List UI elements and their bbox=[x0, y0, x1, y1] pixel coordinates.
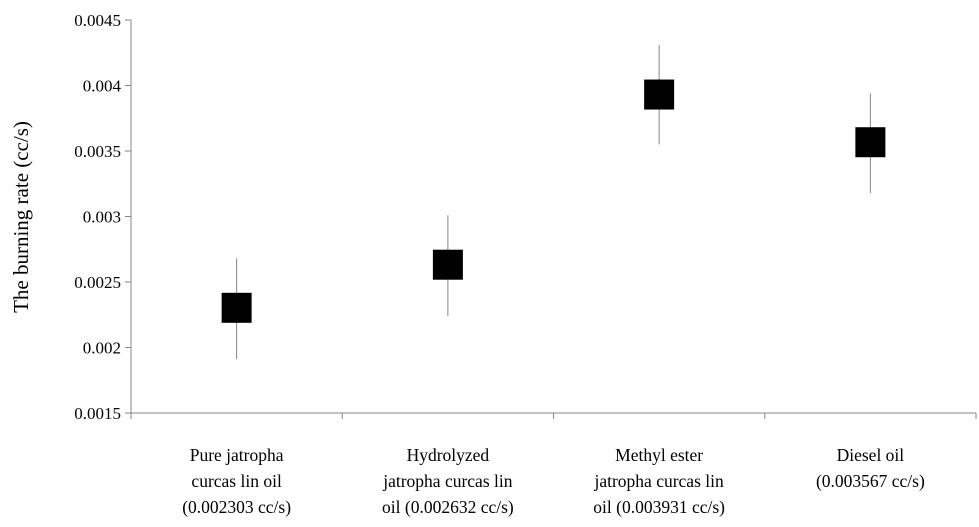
data-point-marker bbox=[644, 79, 675, 110]
x-category-label-line: Hydrolyzed bbox=[407, 445, 490, 465]
x-category-label-line: jatropha curcas lin bbox=[593, 471, 724, 491]
y-tick-label: 0.004 bbox=[83, 77, 122, 96]
y-tick-label: 0.0045 bbox=[74, 11, 121, 30]
x-category-label: Diesel oil (0.003567 cc/s) bbox=[816, 445, 925, 491]
x-category-label-line: Diesel oil bbox=[837, 445, 905, 465]
y-tick-label: 0.0025 bbox=[74, 273, 121, 292]
data-markers bbox=[221, 79, 886, 323]
x-category-label-line: oil (0.002632 cc/s) bbox=[382, 497, 514, 517]
data-point-marker bbox=[855, 127, 886, 158]
data-point-marker bbox=[221, 292, 252, 323]
x-axis: Pure jatropha curcas lin oil (0.002303 cc/… bbox=[130, 412, 977, 517]
x-category-label-line: curcas lin oil bbox=[191, 471, 282, 491]
y-axis-title: The burning rate (cc/s) bbox=[9, 121, 33, 313]
y-axis: 0.0015 0.002 0.0025 0.003 0.0035 0.004 0.0045 bbox=[74, 11, 132, 423]
data-point-marker bbox=[432, 249, 463, 280]
x-category-label-line: Methyl ester bbox=[615, 445, 703, 465]
x-category-label-line: jatropha curcas lin bbox=[382, 471, 513, 491]
x-category-label-line: oil (0.003931 cc/s) bbox=[593, 497, 725, 517]
y-tick-label: 0.0035 bbox=[74, 142, 121, 161]
x-category-label-line: (0.003567 cc/s) bbox=[816, 471, 925, 491]
y-tick-label: 0.002 bbox=[83, 339, 121, 358]
x-category-label: Pure jatropha curcas lin oil (0.002303 cc/… bbox=[182, 445, 291, 517]
y-tick-label: 0.003 bbox=[83, 208, 121, 227]
x-category-label-line: Pure jatropha bbox=[190, 445, 284, 465]
x-category-label: Methyl ester jatropha curcas lin oil (0.00… bbox=[593, 445, 725, 517]
x-category-label-line: (0.002303 cc/s) bbox=[182, 497, 291, 517]
error-bars bbox=[236, 44, 871, 360]
y-tick-label: 0.0015 bbox=[74, 404, 121, 423]
x-category-label: Hydrolyzed jatropha curcas lin oil (0.0026… bbox=[382, 445, 514, 517]
